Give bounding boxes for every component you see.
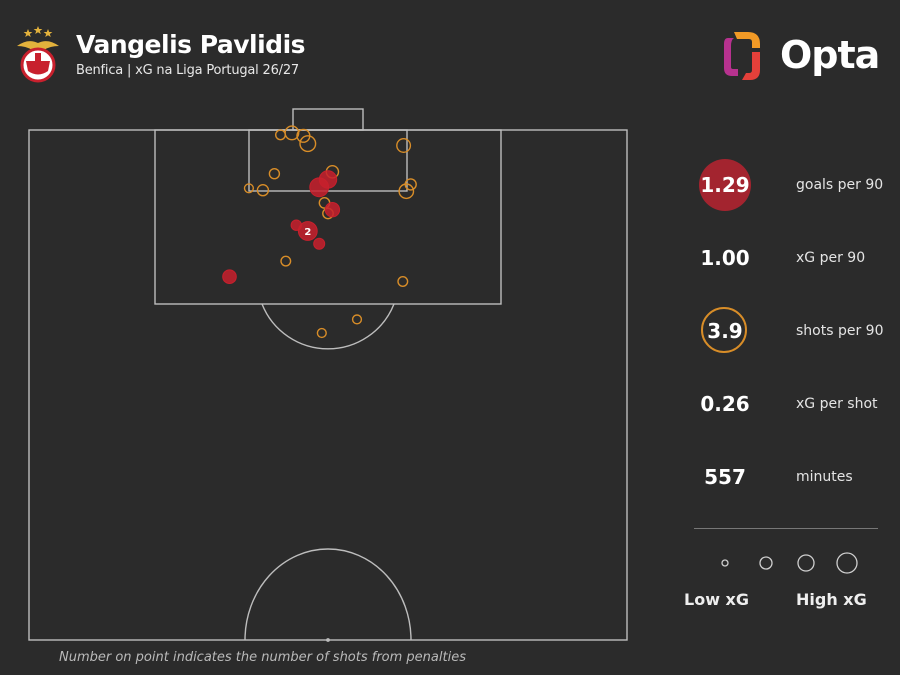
stat-value: 0.26: [700, 392, 750, 416]
player-name: Vangelis Pavlidis: [76, 30, 306, 59]
legend-high-xg-label: High xG: [796, 590, 867, 609]
shot-point-goal-17: [297, 221, 318, 241]
stat-minutes: 557 minutes: [680, 449, 900, 505]
stat-label: minutes: [796, 469, 853, 485]
centre-spot: [326, 638, 330, 642]
legend-divider: [694, 528, 878, 529]
shot-point-22: [351, 314, 363, 325]
stat-shots-per-90: 3.9 shots per 90: [680, 303, 900, 359]
shot-point-0: [275, 129, 287, 141]
opta-wordmark: Opta: [780, 33, 880, 77]
shot-point-5: [268, 167, 281, 180]
header: Vangelis Pavlidis Benfica | xG na Liga P…: [0, 0, 900, 100]
goal: [292, 108, 364, 131]
legend-size-circle-0: [721, 559, 729, 567]
shot-point-goal-14: [324, 202, 341, 218]
stat-value: 3.9: [707, 319, 743, 343]
legend-size-circle-2: [797, 554, 815, 572]
opta-logo: Opta: [718, 26, 880, 88]
legend-size-circle-1: [759, 556, 773, 570]
stat-xg-per-90: 1.00 xG per 90: [680, 230, 900, 286]
shot-point-goal-12: [309, 177, 330, 198]
penalty-count-label: 2: [304, 227, 311, 238]
shot-point-goal-20: [222, 269, 237, 285]
chart-subtitle: Benfica | xG na Liga Portugal 26/27: [76, 63, 299, 78]
shots-layer: 2: [222, 125, 417, 339]
stat-value: 557: [704, 465, 746, 489]
penalty-area: [154, 129, 502, 305]
stat-label: goals per 90: [796, 177, 884, 193]
legend-size-circle-3: [836, 552, 858, 574]
stat-label: shots per 90: [796, 323, 884, 339]
xg-size-legend: [721, 552, 858, 574]
stats-panel: 1.29 goals per 90 1.00 xG per 90 3.9 sho…: [680, 150, 900, 650]
footnote: Number on point indicates the number of …: [59, 650, 466, 665]
stat-goals-per-90: 1.29 goals per 90: [680, 157, 900, 213]
shots-badge: [701, 307, 747, 353]
shot-point-goal-18: [313, 237, 326, 250]
penalty-arc: [261, 303, 395, 350]
stat-value: 1.00: [700, 246, 750, 270]
shot-point-21: [397, 276, 409, 288]
shot-point-23: [316, 327, 327, 339]
shot-point-1: [284, 125, 300, 141]
stat-label: xG per 90: [796, 250, 866, 266]
centre-circle: [244, 548, 412, 641]
shot-point-9: [398, 183, 415, 200]
opta-mark-icon: [724, 32, 760, 80]
benfica-eagle-crest-icon: [17, 26, 59, 83]
shot-point-7: [256, 183, 270, 197]
shot-point-6: [243, 183, 255, 194]
stat-value: 1.29: [700, 173, 750, 197]
goals-badge: [699, 159, 751, 211]
shot-point-4: [396, 137, 412, 153]
shot-point-19: [280, 255, 292, 267]
legend-low-xg-label: Low xG: [684, 590, 749, 609]
stat-label: xG per shot: [796, 396, 878, 412]
stat-xg-per-shot: 0.26 xG per shot: [680, 376, 900, 432]
shot-point-3: [299, 135, 317, 153]
